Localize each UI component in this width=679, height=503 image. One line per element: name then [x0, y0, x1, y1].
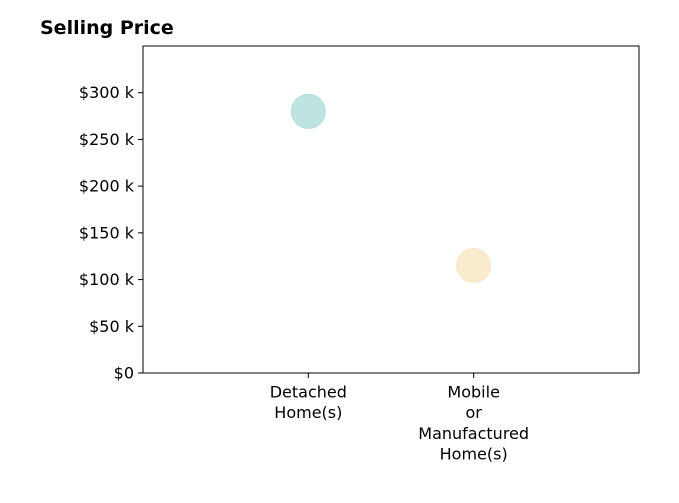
x-tick-label: Mobile — [447, 383, 499, 402]
y-tick-label: $0 — [114, 364, 134, 383]
data-point-marker — [290, 93, 326, 129]
plot-area-frame — [142, 45, 640, 374]
x-tick-label: Manufactured — [418, 424, 529, 443]
y-tick-label: $50 k — [89, 317, 135, 336]
y-tick-label: $200 k — [79, 177, 135, 196]
x-axis: DetachedHome(s)MobileorManufacturedHome(… — [270, 373, 529, 464]
chart-title: Selling Price — [40, 17, 174, 39]
y-tick-label: $300 k — [79, 83, 135, 102]
data-point-marker — [456, 248, 492, 284]
y-tick-label: $100 k — [79, 270, 135, 289]
x-tick-label: Home(s) — [440, 445, 508, 464]
y-tick-label: $150 k — [79, 223, 135, 242]
y-tick-label: $250 k — [79, 130, 135, 149]
x-tick-label: Detached — [270, 383, 347, 402]
x-tick-label: Home(s) — [274, 403, 342, 422]
y-axis: $0 $50 k $100 k $150 k $200 k $250 k $300 k — [79, 83, 143, 383]
data-markers — [290, 93, 492, 284]
x-tick-label: or — [465, 403, 482, 422]
